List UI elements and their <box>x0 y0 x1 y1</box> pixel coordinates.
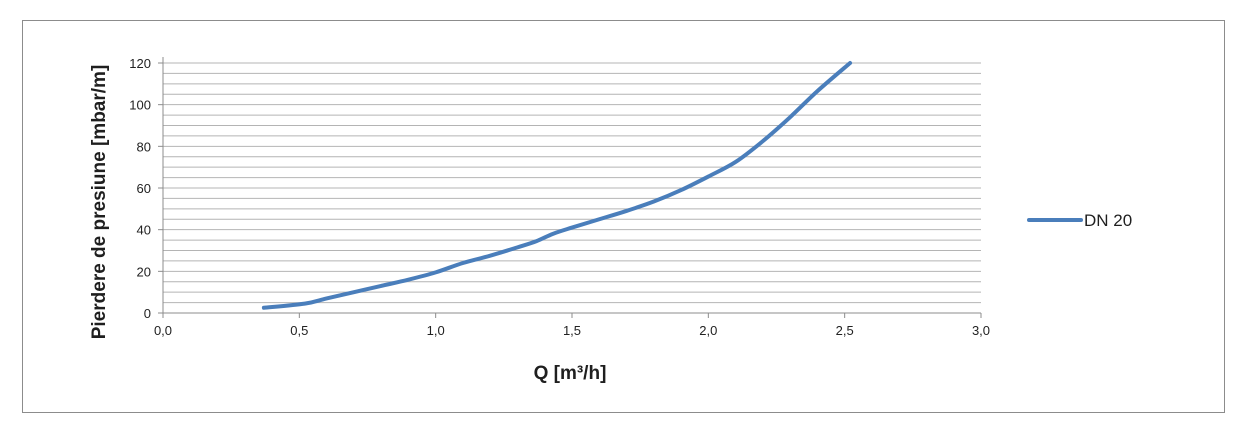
chart-frame: 0 20 40 60 80 100 120 0,0 0,5 1,0 1,5 2,0 2,5 3,0 Q [… <box>22 20 1225 413</box>
legend-label-dn-20: DN 20 <box>1084 211 1132 230</box>
x-tick-label: 2,5 <box>836 323 854 338</box>
y-tick-label: 0 <box>144 306 151 321</box>
x-tick-label: 1,5 <box>563 323 581 338</box>
y-tick-label: 120 <box>129 56 151 71</box>
series-line-dn-20 <box>261 61 853 310</box>
y-tick-label: 100 <box>129 98 151 113</box>
axes <box>158 57 982 318</box>
y-tick-label: 80 <box>137 139 151 154</box>
tick-labels: 0 20 40 60 80 100 120 0,0 0,5 1,0 1,5 2,0 2,5 3,0 <box>129 56 990 338</box>
legend: DN 20 <box>1027 211 1132 230</box>
x-axis-title: Q [m³/h] <box>534 363 607 384</box>
y-tick-label: 20 <box>137 264 151 279</box>
grid <box>163 62 981 304</box>
x-tick-label: 0,0 <box>154 323 172 338</box>
y-tick-label: 40 <box>137 223 151 238</box>
series-layer <box>261 61 853 310</box>
pressure-loss-chart: 0 20 40 60 80 100 120 0,0 0,5 1,0 1,5 2,0 2,5 3,0 Q [… <box>89 56 1132 384</box>
x-tick-label: 3,0 <box>972 323 990 338</box>
x-tick-label: 2,0 <box>699 323 717 338</box>
x-tick-label: 0,5 <box>290 323 308 338</box>
x-tick-label: 1,0 <box>427 323 445 338</box>
y-tick-label: 60 <box>137 181 151 196</box>
y-axis-title: Pierdere de presiune [mbar/m] <box>89 65 110 340</box>
